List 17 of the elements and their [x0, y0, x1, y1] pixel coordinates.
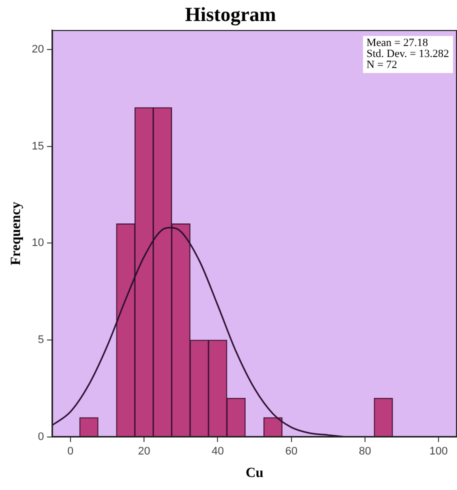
y-tick-label: 0 — [38, 431, 44, 444]
y-tick-label: 10 — [32, 237, 44, 250]
x-tick-label: 60 — [285, 446, 298, 458]
x-tick-label: 20 — [138, 446, 150, 458]
y-tick-label: 15 — [32, 140, 44, 152]
x-tick-label: 80 — [358, 446, 372, 458]
y-tick-label: 20 — [32, 43, 44, 56]
y-tick-label: 5 — [38, 334, 44, 346]
x-axis-title: Cu — [246, 466, 264, 482]
annotation: Mean = 27.18 — [366, 37, 429, 49]
x-tick-label: 0 — [67, 446, 74, 458]
chart-title: Histogram — [184, 4, 276, 26]
annotation: N = 72 — [366, 59, 398, 71]
annotation: Std. Dev. = 13.282 — [366, 48, 449, 60]
x-tick-label: 100 — [429, 446, 448, 458]
y-axis-title: Frequency — [9, 202, 24, 266]
x-tick-label: 40 — [212, 446, 224, 458]
